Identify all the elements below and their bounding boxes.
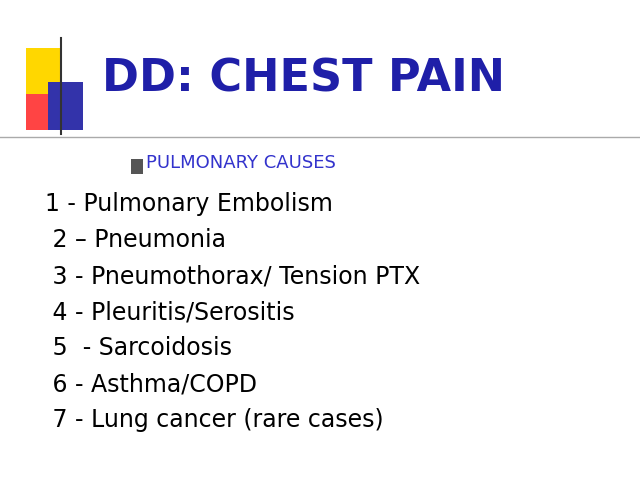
Text: 5  - Sarcoidosis: 5 - Sarcoidosis xyxy=(45,336,232,360)
Text: DD: CHEST PAIN: DD: CHEST PAIN xyxy=(102,58,506,101)
Text: 2 – Pneumonia: 2 – Pneumonia xyxy=(45,228,226,252)
Text: 6 - Asthma/COPD: 6 - Asthma/COPD xyxy=(45,372,257,396)
Bar xyxy=(131,159,143,174)
Bar xyxy=(26,48,61,96)
Bar xyxy=(48,82,83,130)
Text: PULMONARY CAUSES: PULMONARY CAUSES xyxy=(146,154,336,172)
Text: 1 - Pulmonary Embolism: 1 - Pulmonary Embolism xyxy=(45,192,333,216)
Text: 4 - Pleuritis/Serositis: 4 - Pleuritis/Serositis xyxy=(45,300,294,324)
Text: 7 - Lung cancer (rare cases): 7 - Lung cancer (rare cases) xyxy=(45,408,383,432)
Text: 3 - Pneumothorax/ Tension PTX: 3 - Pneumothorax/ Tension PTX xyxy=(45,264,420,288)
Bar xyxy=(26,94,51,130)
